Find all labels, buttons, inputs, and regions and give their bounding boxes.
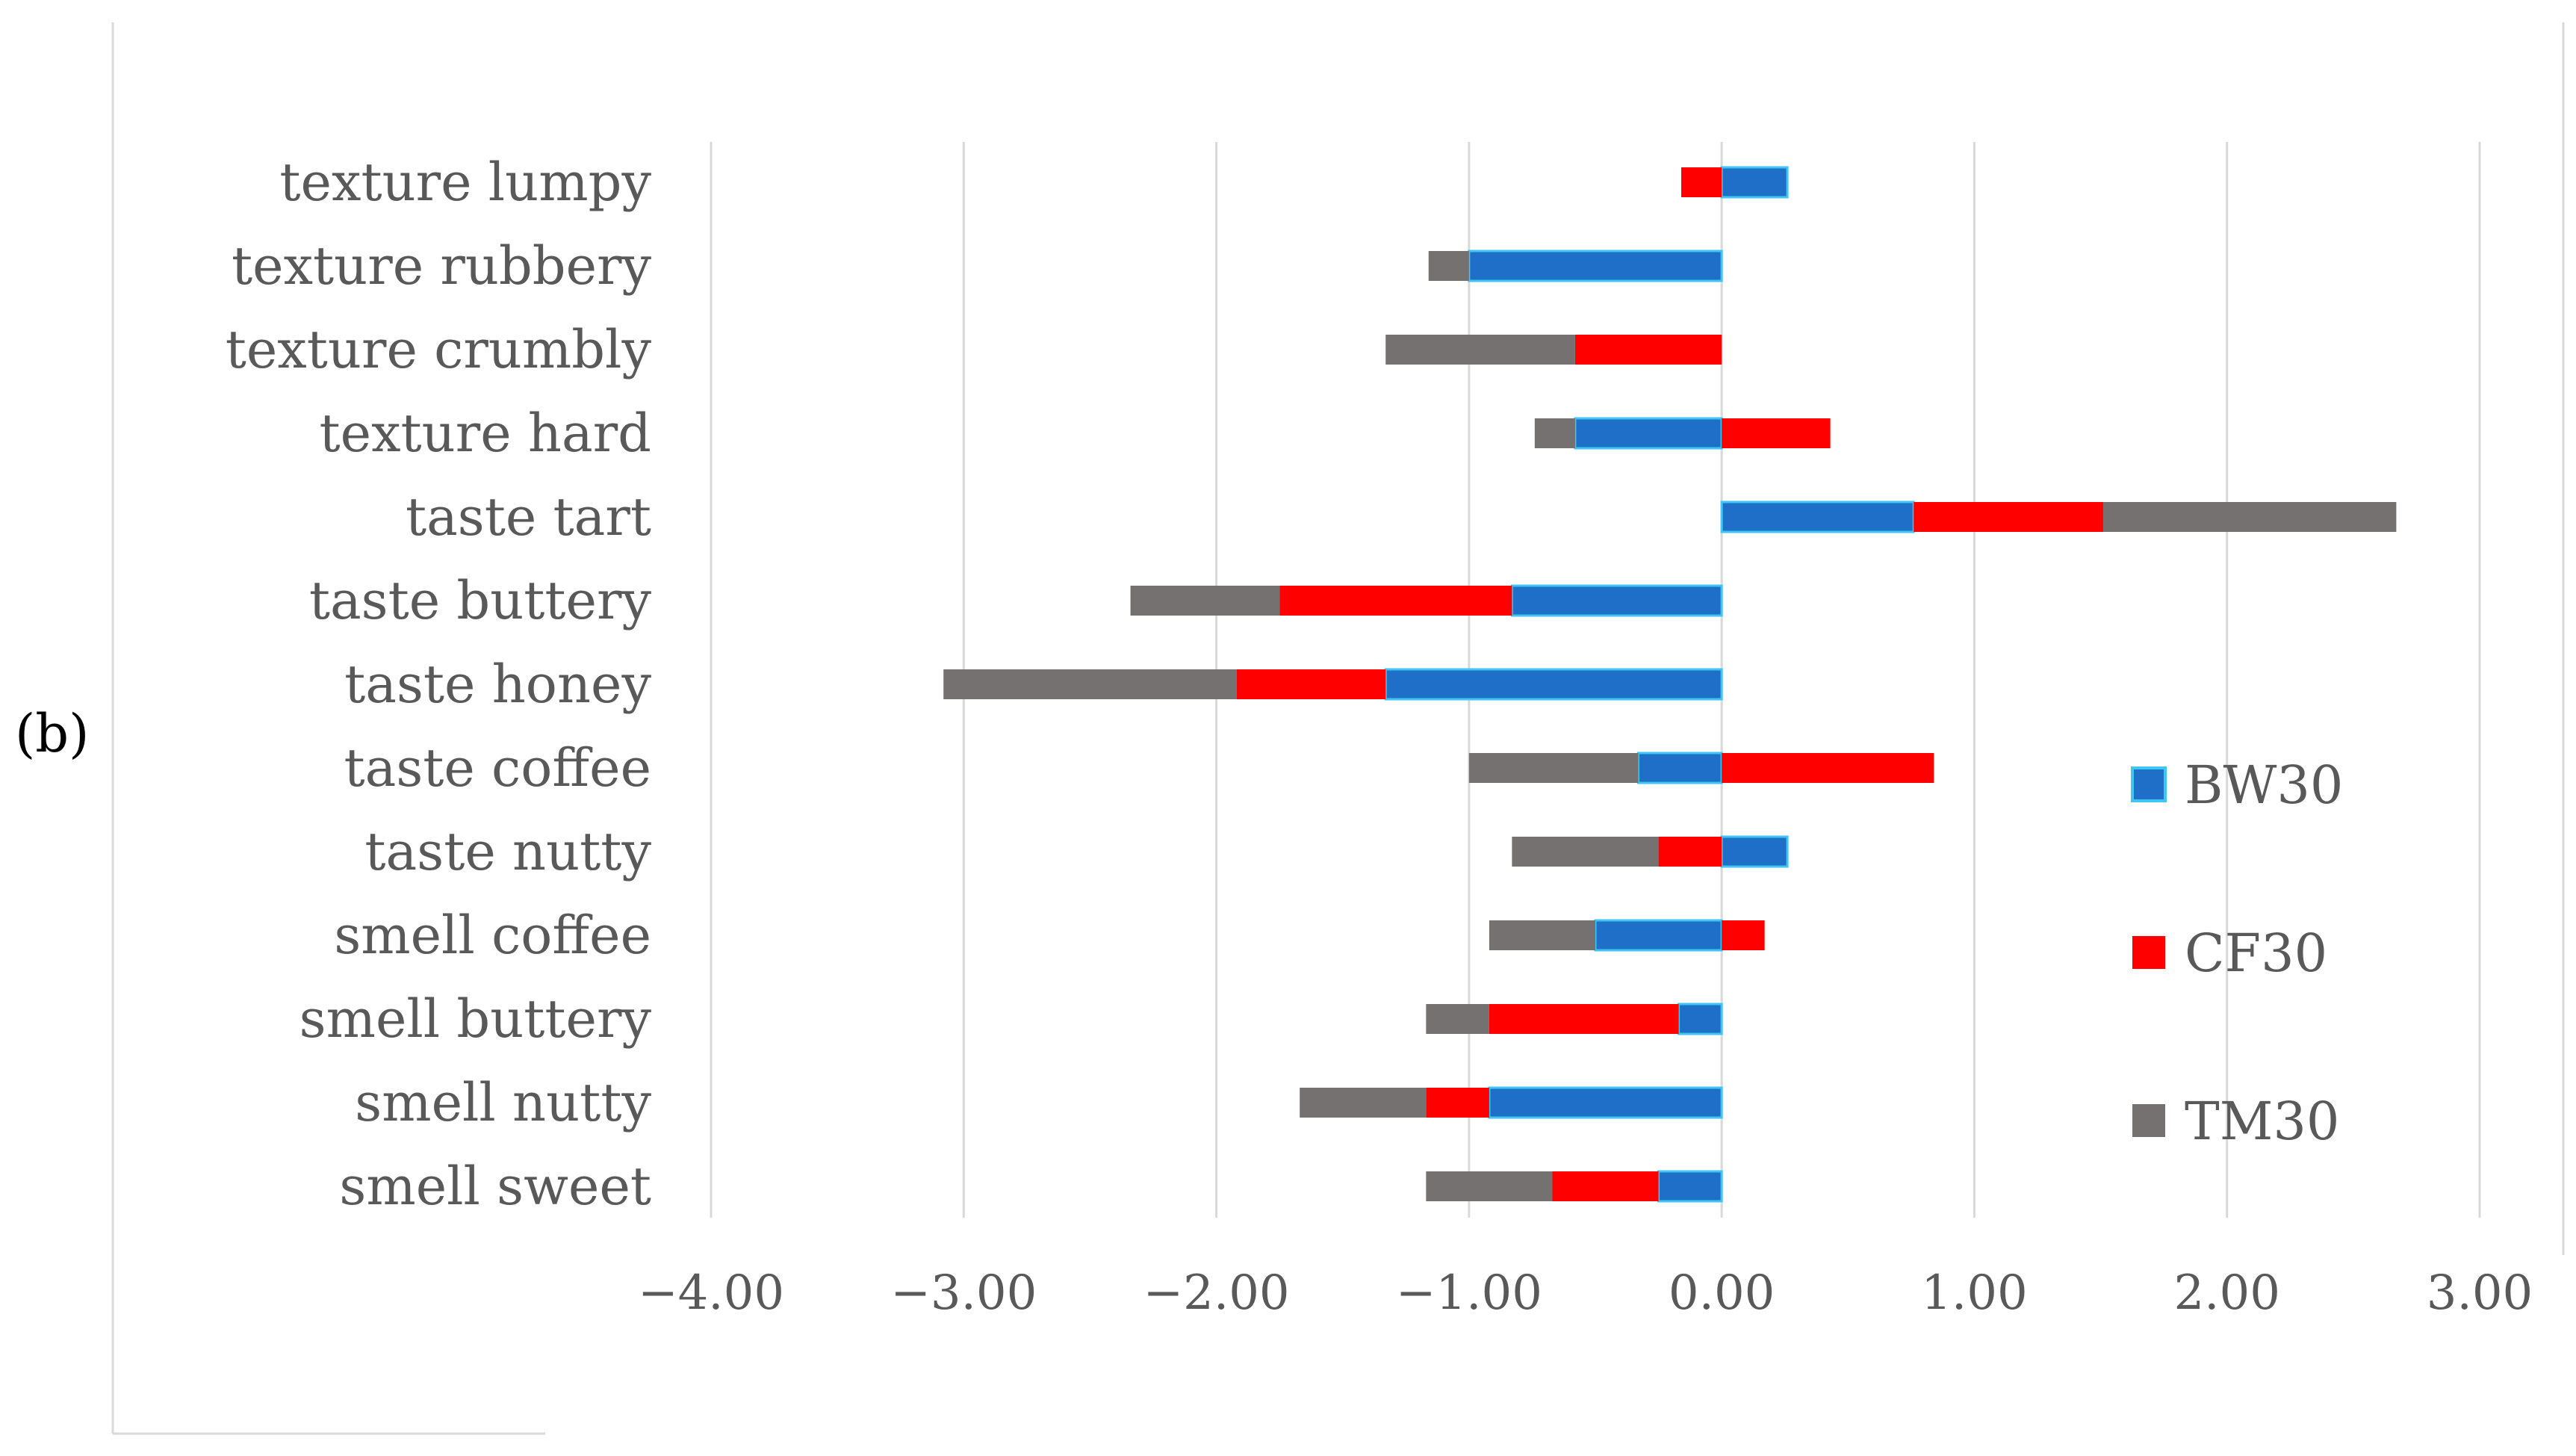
panel-label: (b) [15,703,89,764]
bar-tm30 [1385,335,1575,365]
legend: BW30 CF30 TM30 [2131,755,2343,1152]
category-label: texture crumbly [226,319,652,380]
bar-tm30 [1426,1004,1489,1034]
x-axis-tick-labels: −4.00 −3.00 −2.00 −1.00 0.00 1.00 2.00 3.00 [638,1266,2533,1321]
category-label: smell sweet [339,1156,651,1217]
bar-bw30 [1637,752,1723,784]
bar-bw30 [1510,584,1723,617]
bar-bw30 [1384,668,1723,701]
bar-cf30 [1426,1088,1489,1118]
legend-swatch-cf30 [2132,936,2165,969]
bar-cf30 [1658,837,1722,867]
x-tick-label: −3.00 [890,1266,1037,1321]
bar-cf30 [1914,502,2103,532]
x-tick-label: −1.00 [1396,1266,1542,1321]
bar-tm30 [1489,920,1595,950]
x-tick-label: 1.00 [1921,1266,2028,1321]
category-labels: texture lumpy texture rubbery texture crum… [226,152,652,1217]
bar-cf30 [1681,167,1722,197]
bar-bw30 [1720,501,1915,533]
bar-cf30 [1722,418,1831,448]
category-label: taste buttery [309,570,652,631]
category-label: texture hard [320,403,651,464]
legend-swatch-tm30 [2132,1104,2165,1137]
bar-tm30 [1512,837,1659,867]
legend-label-cf30: CF30 [2185,923,2327,984]
legend-label-bw30: BW30 [2185,755,2343,816]
bar-bw30 [1594,919,1723,952]
bar-bw30 [1488,1086,1723,1119]
legend-label-tm30: TM30 [2185,1091,2339,1152]
bar-cf30 [1722,753,1934,783]
category-label: smell coffee [334,905,651,966]
category-label: taste coffee [344,737,651,799]
bar-cf30 [1552,1171,1659,1201]
legend-swatch-bw30 [2131,766,2167,802]
bar-tm30 [1300,1088,1427,1118]
category-label: taste nutty [364,821,651,882]
bar-tm30 [1534,418,1575,448]
bar-tm30 [1468,753,1639,783]
bar-cf30 [1722,920,1765,950]
bar-bw30 [1720,166,1789,199]
bar-bw30 [1657,1170,1723,1203]
category-label: smell buttery [300,988,652,1050]
bar-cf30 [1574,335,1722,365]
category-label: taste tart [406,486,651,548]
bar-bw30 [1720,835,1789,868]
x-tick-label: 2.00 [2173,1266,2280,1321]
category-label: texture lumpy [279,152,651,213]
bar-tm30 [1426,1171,1553,1201]
category-label: texture rubbery [232,235,651,297]
bars [943,166,2397,1203]
bar-cf30 [1489,1004,1679,1034]
bar-tm30 [2102,502,2397,532]
x-tick-label: −2.00 [1143,1266,1290,1321]
bar-cf30 [1279,586,1512,616]
bar-bw30 [1468,250,1723,282]
category-label: smell nutty [355,1072,651,1133]
bar-bw30 [1574,417,1723,450]
bar-cf30 [1236,669,1386,699]
x-tick-label: −4.00 [638,1266,784,1321]
bar-tm30 [943,669,1237,699]
category-label: taste honey [344,654,651,715]
bar-tm30 [1428,251,1469,281]
x-tick-label: 0.00 [1669,1266,1775,1321]
x-tick-label: 3.00 [2427,1266,2533,1321]
bar-tm30 [1130,586,1280,616]
bar-bw30 [1677,1003,1723,1035]
